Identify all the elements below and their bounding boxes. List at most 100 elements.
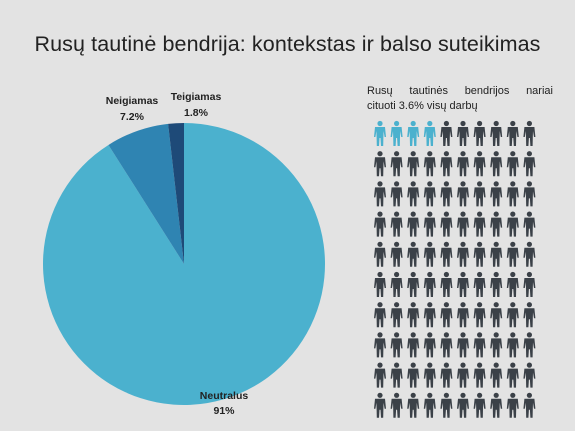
- slice-label-neigiamas: Neigiamas: [106, 95, 159, 107]
- person-icon: [407, 332, 420, 358]
- person-icon: [523, 332, 536, 358]
- person-icon: [407, 211, 420, 237]
- person-icon: [506, 181, 519, 207]
- person-icon: [506, 332, 519, 358]
- slice-value-neigiamas: 7.2%: [120, 111, 145, 123]
- person-icon: [390, 181, 403, 207]
- person-icon: [440, 120, 453, 146]
- person-icon: [423, 392, 436, 418]
- person-icon: [374, 181, 386, 207]
- person-icon: [374, 362, 386, 388]
- person-icon: [490, 241, 503, 267]
- pictogram-note: Rusų tautinės bendrijos nariai cituoti 3.6%…: [367, 84, 553, 114]
- person-icon: [374, 392, 386, 418]
- person-icon: [440, 181, 453, 207]
- person-icon: [473, 211, 486, 237]
- person-icon: [407, 151, 420, 177]
- person-icon: [506, 392, 519, 418]
- person-icon: [457, 332, 469, 358]
- person-icon: [506, 211, 519, 237]
- person-icon: [423, 362, 436, 388]
- person-icon: [440, 211, 453, 237]
- person-icon: [506, 362, 519, 388]
- note-word: nariai: [526, 85, 553, 97]
- person-icon: [523, 211, 536, 237]
- person-icon: [423, 332, 436, 358]
- person-icon: [440, 241, 453, 267]
- person-icon: [523, 302, 536, 328]
- person-icon: [407, 302, 420, 328]
- person-icon: [390, 151, 403, 177]
- person-icon: [440, 332, 453, 358]
- person-icon: [490, 362, 503, 388]
- person-icon: [390, 211, 403, 237]
- slice-label-teigiamas: Teigiamas: [171, 91, 222, 103]
- person-icon: [506, 120, 519, 146]
- person-icon: [457, 181, 469, 207]
- slice-label-neutralus: Neutralus: [200, 390, 249, 402]
- person-icon: [473, 271, 486, 297]
- note-line-2: cituoti 3.6% visų darbų: [367, 100, 478, 112]
- person-icon: [473, 241, 486, 267]
- person-icon: [473, 302, 486, 328]
- person-icon: [523, 181, 536, 207]
- person-icon: [407, 181, 420, 207]
- person-icon: [473, 181, 486, 207]
- person-icon: [423, 181, 436, 207]
- person-icon: [523, 392, 536, 418]
- person-pictogram: [374, 120, 536, 418]
- person-icon: [490, 392, 503, 418]
- person-icon: [374, 241, 386, 267]
- person-icon: [473, 151, 486, 177]
- person-icon: [390, 332, 403, 358]
- person-icon: [490, 271, 503, 297]
- person-icon: [407, 271, 420, 297]
- person-icon: [490, 120, 503, 146]
- person-icon: [457, 120, 469, 146]
- person-icon: [374, 271, 386, 297]
- person-icon: [374, 211, 386, 237]
- person-icon: [490, 211, 503, 237]
- person-icon: [440, 392, 453, 418]
- person-icon: [457, 151, 469, 177]
- person-icon: [423, 120, 436, 146]
- chart-title: Rusų tautinė bendrija: kontekstas ir bal…: [34, 32, 541, 56]
- slice-value-teigiamas: 1.8%: [184, 107, 209, 119]
- person-icon: [523, 151, 536, 177]
- person-icon: [457, 392, 469, 418]
- person-icon: [457, 362, 469, 388]
- person-icon: [374, 302, 386, 328]
- person-icon: [407, 241, 420, 267]
- person-icon: [374, 332, 386, 358]
- person-icon: [423, 151, 436, 177]
- person-icon: [423, 211, 436, 237]
- note-word: Rusų: [367, 85, 393, 97]
- person-icon: [407, 120, 420, 146]
- person-icon: [473, 392, 486, 418]
- person-icon: [390, 392, 403, 418]
- slice-value-neutralus: 91%: [213, 405, 235, 417]
- person-icon: [440, 271, 453, 297]
- person-icon: [423, 241, 436, 267]
- person-icon: [473, 120, 486, 146]
- person-icon: [523, 120, 536, 146]
- person-icon: [457, 241, 469, 267]
- person-icon: [473, 332, 486, 358]
- person-icon: [374, 120, 386, 146]
- person-icon: [390, 302, 403, 328]
- person-icon: [440, 151, 453, 177]
- person-icon: [374, 151, 386, 177]
- person-icon: [407, 392, 420, 418]
- person-icon: [390, 241, 403, 267]
- person-icon: [457, 211, 469, 237]
- person-icon: [457, 302, 469, 328]
- person-icon: [440, 302, 453, 328]
- person-icon: [506, 151, 519, 177]
- note-word: bendrijos: [464, 85, 510, 97]
- person-icon: [490, 151, 503, 177]
- person-icon: [506, 241, 519, 267]
- pie-slice-teigiamas: [168, 123, 184, 264]
- person-icon: [523, 362, 536, 388]
- pie-slice-neigiamas: [108, 123, 184, 264]
